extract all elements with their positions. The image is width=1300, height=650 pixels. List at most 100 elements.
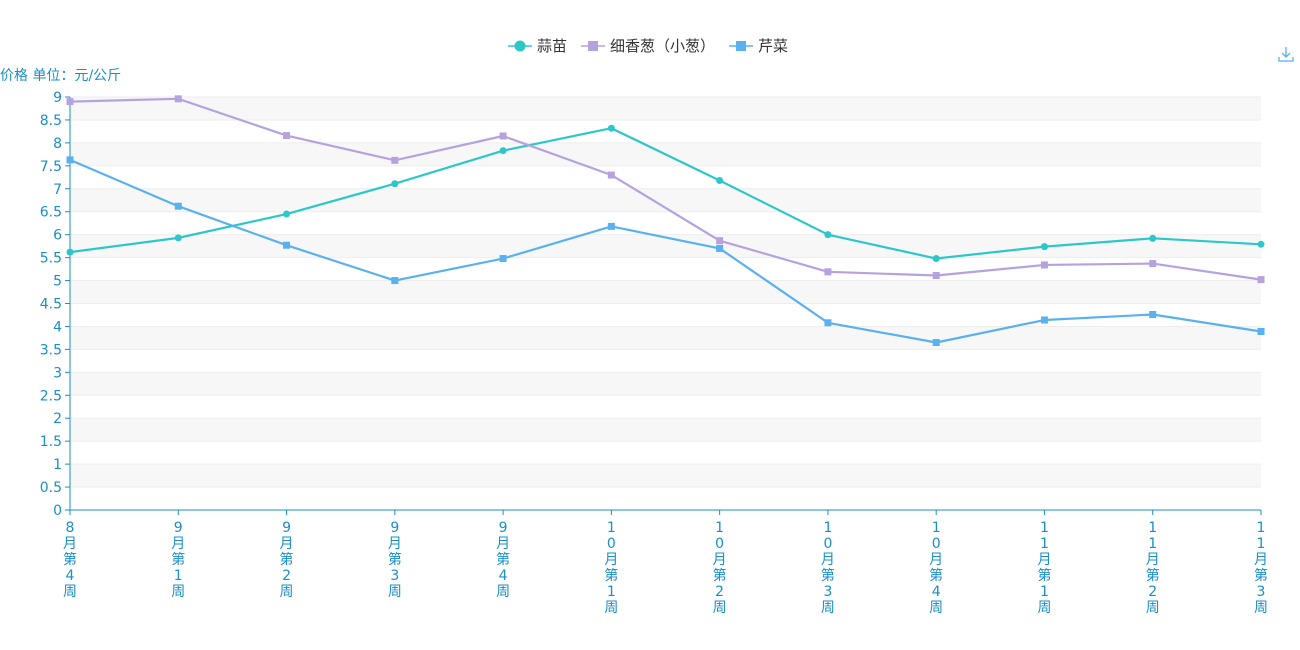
- data-point[interactable]: [499, 255, 507, 263]
- grid-band: [70, 97, 1261, 120]
- data-point[interactable]: [174, 234, 182, 242]
- data-point[interactable]: [66, 156, 74, 164]
- data-point[interactable]: [1257, 240, 1265, 248]
- y-tick-label: 7.5: [40, 159, 62, 175]
- legend-marker: [588, 41, 599, 51]
- data-point[interactable]: [607, 171, 615, 179]
- data-point[interactable]: [66, 248, 74, 256]
- x-tick-label: 1 0 月第 4 周: [929, 520, 943, 616]
- x-tick-label: 1 0 月第 3 周: [821, 520, 835, 616]
- grid-band: [70, 487, 1261, 510]
- series-line: [69, 158, 1262, 344]
- y-tick-label: 3: [53, 365, 62, 381]
- y-tick-label: 8.5: [40, 113, 62, 129]
- data-point[interactable]: [716, 244, 724, 252]
- y-tick-label: 5: [53, 274, 62, 290]
- series-0: [66, 124, 1265, 263]
- data-point[interactable]: [283, 210, 291, 218]
- x-tick-label: 1 0 月第 2 周: [713, 520, 727, 616]
- data-point[interactable]: [607, 124, 615, 132]
- data-point[interactable]: [824, 231, 832, 239]
- series-line: [69, 97, 1262, 281]
- data-point[interactable]: [824, 319, 832, 327]
- data-point[interactable]: [174, 202, 182, 210]
- grid-band: [70, 165, 1261, 189]
- series-layer: [66, 95, 1265, 347]
- data-point[interactable]: [1149, 234, 1157, 242]
- data-point[interactable]: [283, 241, 291, 249]
- grid-band: [70, 119, 1261, 143]
- legend-item[interactable]: 蒜苗: [508, 37, 567, 55]
- grid-band: [70, 188, 1261, 212]
- grid-band: [70, 326, 1261, 350]
- data-point[interactable]: [1040, 261, 1048, 269]
- y-tick-label: 7: [53, 182, 62, 198]
- data-point[interactable]: [1257, 276, 1265, 284]
- grid-band: [70, 303, 1261, 327]
- grid-band: [70, 349, 1261, 373]
- y-tick-label: 2.5: [40, 388, 62, 404]
- data-point[interactable]: [391, 277, 399, 285]
- data-point[interactable]: [1040, 243, 1048, 251]
- download-icon[interactable]: [1274, 42, 1298, 66]
- grid-band: [70, 395, 1261, 419]
- grid-band: [70, 234, 1261, 258]
- data-point[interactable]: [1257, 327, 1265, 335]
- legend: 蒜苗 细香葱（小葱） 芹菜: [508, 37, 788, 55]
- series-1: [66, 95, 1265, 284]
- grid-band: [70, 257, 1261, 281]
- x-tick-label: 1 1 月第 3 周: [1254, 520, 1268, 616]
- legend-label: 细香葱（小葱）: [610, 37, 715, 55]
- grid-band: [70, 372, 1261, 396]
- y-axis-label: 价格 单位：元/公斤: [0, 68, 121, 84]
- data-point[interactable]: [499, 147, 507, 155]
- x-tick-label: 1 1 月第 1 周: [1037, 520, 1051, 616]
- y-axis: 0 0.5 1 1.5 2 2.5 3 3.5 4 4.5 5 5.5 6 6.5 7 7.5 8 8.5 9: [40, 90, 71, 519]
- y-tick-label: 2: [53, 411, 62, 427]
- data-point[interactable]: [283, 132, 291, 140]
- y-tick-label: 4.5: [40, 297, 62, 313]
- x-tick-label: 8 月第 4 周: [63, 520, 77, 600]
- data-point[interactable]: [1040, 316, 1048, 324]
- x-axis: 8 月第 4 周 9 月第 1 周 9 月第 2 周 9 月第 3 周 9 月第 4 周 1 0 月第 1 周 1 0 月第 2 周 1 0 月…: [63, 509, 1268, 616]
- y-tick-label: 9: [53, 90, 62, 106]
- y-tick-label: 5.5: [40, 251, 62, 267]
- data-point[interactable]: [932, 272, 940, 280]
- grid-band: [70, 464, 1261, 488]
- x-tick-label: 9 月第 2 周: [280, 520, 294, 600]
- legend-item[interactable]: 芹菜: [729, 37, 788, 55]
- y-tick-label: 8: [53, 136, 62, 152]
- data-point[interactable]: [391, 180, 399, 188]
- data-point[interactable]: [716, 177, 724, 185]
- y-tick-label: 3.5: [40, 342, 62, 358]
- legend-marker: [736, 41, 747, 51]
- data-point[interactable]: [1149, 311, 1157, 319]
- data-point[interactable]: [174, 95, 182, 103]
- data-point[interactable]: [716, 237, 724, 245]
- data-point[interactable]: [499, 132, 507, 140]
- grid-band: [70, 280, 1261, 304]
- grid-bands: [70, 96, 1261, 511]
- legend-marker: [514, 40, 526, 52]
- data-point[interactable]: [932, 339, 940, 347]
- grid-band: [70, 441, 1261, 465]
- data-point[interactable]: [1149, 260, 1157, 268]
- y-tick-label: 1: [53, 457, 62, 473]
- y-tick-label: 0.5: [40, 480, 62, 496]
- y-tick-label: 0: [53, 503, 62, 519]
- y-tick-label: 6: [53, 228, 62, 244]
- y-tick-label: 4: [53, 319, 62, 335]
- data-point[interactable]: [932, 255, 940, 263]
- data-point[interactable]: [607, 222, 615, 230]
- x-tick-label: 1 1 月第 2 周: [1146, 520, 1160, 616]
- legend-label: 芹菜: [758, 37, 788, 55]
- data-point[interactable]: [824, 268, 832, 276]
- x-tick-label: 1 0 月第 1 周: [604, 520, 618, 616]
- series-2: [66, 156, 1265, 347]
- y-tick-label: 1.5: [40, 434, 62, 450]
- data-point[interactable]: [66, 98, 74, 106]
- data-point[interactable]: [391, 156, 399, 164]
- legend-item[interactable]: 细香葱（小葱）: [581, 37, 715, 55]
